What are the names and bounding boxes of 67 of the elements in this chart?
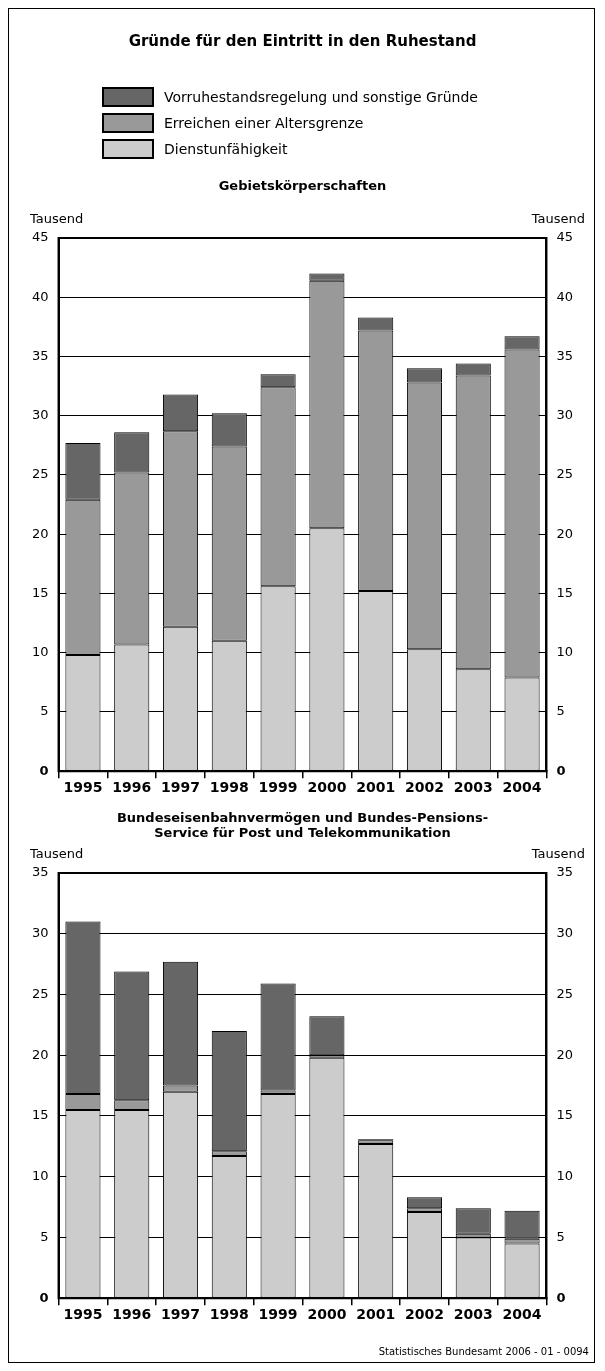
y2-tick-label: 0: [556, 1289, 566, 1305]
y2-tick-label: 5: [556, 703, 565, 719]
x-tick-label: 2000: [307, 779, 347, 796]
y-tick-label: 30: [32, 925, 49, 941]
legend-label: Erreichen einer Altersgrenze: [164, 115, 364, 131]
y-tick-label: 5: [40, 1228, 49, 1244]
x-tick-label: 1996: [112, 779, 152, 796]
x-tick-label: 1998: [209, 1306, 249, 1323]
legend-label: Dienstunfähigkeit: [164, 141, 288, 157]
x-tick-label: 2003: [453, 1306, 493, 1323]
x-tick-label: 1997: [161, 779, 201, 796]
chart-title: Gründe für den Eintritt in den Ruhestand: [127, 32, 478, 50]
x-tick-label: 2003: [453, 779, 493, 796]
x-tick-label: 2002: [404, 779, 444, 796]
x-tick-label: 1999: [258, 779, 298, 796]
y2-tick-label: 25: [556, 985, 573, 1001]
y2-tick-label: 30: [556, 925, 573, 941]
y2-tick-label: 25: [556, 466, 573, 482]
x-tick-label: 1999: [258, 1306, 298, 1323]
y2-tick-label: 10: [556, 1168, 573, 1184]
y-tick-label: 0: [39, 762, 49, 778]
y-tick-label: 25: [32, 985, 49, 1001]
y2-tick-label: 45: [556, 229, 573, 245]
y-tick-label: 10: [32, 1168, 49, 1184]
y-tick-label: 30: [32, 407, 49, 423]
chart-title: Bundeseisenbahnvermögen und Bundes-Pensions-Service für Post und Telekommunikation: [115, 810, 490, 840]
y-tick-label: 0: [39, 1289, 49, 1305]
y-axis-title: Tausend: [29, 210, 84, 226]
y-tick-label: 45: [32, 229, 49, 245]
legend-label: Vorruhestandsregelung und sonstige Gründe: [164, 89, 478, 105]
x-tick-label: 1996: [112, 1306, 152, 1323]
x-tick-label: 1998: [209, 779, 249, 796]
y-tick-label: 25: [32, 466, 49, 482]
y-tick-label: 5: [40, 703, 49, 719]
y2-tick-label: 20: [556, 525, 573, 541]
x-tick-label: 1997: [161, 1306, 201, 1323]
y2-tick-label: 40: [556, 288, 573, 304]
x-tick-label: 2004: [502, 1306, 542, 1323]
y2-axis-title: Tausend: [530, 210, 585, 226]
y2-tick-label: 10: [556, 644, 573, 660]
y2-tick-label: 15: [556, 584, 573, 600]
x-tick-label: 1995: [63, 1306, 103, 1323]
y2-tick-label: 20: [556, 1046, 573, 1062]
y2-tick-label: 35: [556, 864, 573, 880]
y-axis-title: Tausend: [29, 845, 84, 861]
x-tick-label: 2000: [307, 1306, 347, 1323]
x-tick-label: 2001: [356, 779, 396, 796]
x-tick-label: 1995: [63, 779, 103, 796]
x-tick-label: 2002: [404, 1306, 444, 1323]
y2-tick-label: 0: [556, 762, 566, 778]
y2-tick-label: 30: [556, 407, 573, 423]
y-tick-label: 15: [32, 584, 49, 600]
y-tick-label: 15: [32, 1107, 49, 1123]
text: Statistisches Bundesamt 2006 - 01 - 0094: [378, 1346, 589, 1357]
x-tick-label: 2001: [356, 1306, 396, 1323]
y-tick-label: 40: [32, 288, 49, 304]
y-tick-label: 20: [32, 1046, 49, 1062]
y2-tick-label: 35: [556, 347, 573, 363]
y2-tick-label: 15: [556, 1107, 573, 1123]
chart-subtitle: Gebietskörperschaften: [217, 178, 388, 193]
y-tick-label: 35: [32, 347, 49, 363]
y-tick-label: 10: [32, 644, 49, 660]
x-tick-label: 2004: [502, 779, 542, 796]
y2-axis-title: Tausend: [530, 845, 585, 861]
y2-tick-label: 5: [556, 1228, 565, 1244]
y-tick-label: 35: [32, 864, 49, 880]
y-tick-label: 20: [32, 525, 49, 541]
